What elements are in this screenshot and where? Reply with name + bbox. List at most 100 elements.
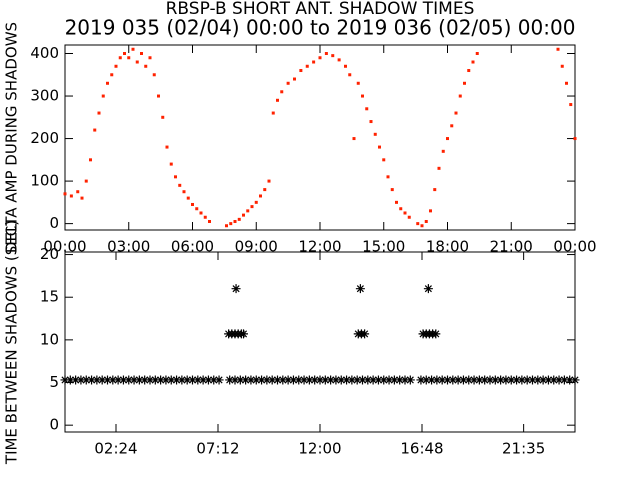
x-tick-label: 09:00 <box>235 238 278 256</box>
star-point <box>172 375 182 385</box>
star-point <box>239 329 248 339</box>
star-point <box>490 375 500 385</box>
star-point <box>310 375 320 385</box>
dot-point <box>101 94 105 98</box>
dot-point <box>565 81 568 85</box>
dot-point <box>250 205 254 209</box>
dot-point <box>433 188 437 192</box>
star-point <box>294 375 304 385</box>
dot-point <box>259 194 262 198</box>
dot-point <box>131 47 135 51</box>
dot-point <box>165 145 169 149</box>
x-tick-label: 16:48 <box>400 440 443 458</box>
y-tick-label: 20 <box>40 245 59 263</box>
dot-point <box>569 103 573 107</box>
x-tick-label: 18:00 <box>426 238 469 256</box>
star-point <box>81 375 91 385</box>
y-tick-label: 100 <box>30 172 59 190</box>
dot-point <box>80 196 84 200</box>
star-point <box>278 375 288 385</box>
dot-point <box>395 200 398 204</box>
dot-point <box>123 52 126 56</box>
y-axis-label: TIME BETWEEN SHADOWS (SEC) <box>3 220 21 465</box>
dot-point <box>271 111 275 115</box>
dot-point <box>429 209 432 213</box>
dot-point <box>110 73 114 77</box>
star-point <box>453 375 463 385</box>
dot-point <box>135 60 139 64</box>
star-point <box>517 375 527 385</box>
star-point <box>352 375 362 385</box>
dot-point <box>420 224 424 228</box>
star-point <box>140 375 150 385</box>
star-point <box>506 375 516 385</box>
x-tick-label: 21:35 <box>502 440 545 458</box>
star-point <box>214 375 224 385</box>
star-point <box>358 375 367 385</box>
star-point <box>342 375 352 385</box>
dot-point <box>174 175 177 179</box>
star-point <box>347 375 357 385</box>
dot-point <box>118 56 122 60</box>
dot-point <box>76 190 80 194</box>
dot-point <box>225 224 228 228</box>
star-point <box>533 375 543 385</box>
star-point <box>113 375 123 385</box>
star-point <box>363 375 373 385</box>
dot-point <box>84 179 88 183</box>
dot-point <box>378 145 381 149</box>
dot-point <box>144 64 148 68</box>
star-point <box>97 375 107 385</box>
star-point <box>76 375 86 385</box>
star-point <box>437 375 447 385</box>
dot-point <box>467 69 471 73</box>
star-point <box>145 375 155 385</box>
dot-point <box>369 120 373 124</box>
star-point <box>235 375 245 385</box>
dot-point <box>169 162 173 166</box>
dot-point <box>161 115 165 119</box>
star-point <box>538 375 548 385</box>
star-point <box>480 375 490 385</box>
star-point <box>501 375 511 385</box>
star-point <box>299 375 309 385</box>
dot-point <box>365 107 369 111</box>
y-tick-label: 300 <box>30 87 59 105</box>
dot-point <box>293 77 296 81</box>
dot-point <box>573 137 577 141</box>
star-point <box>288 375 298 385</box>
star-point <box>355 284 365 294</box>
star-point <box>416 375 426 385</box>
star-point <box>315 375 325 385</box>
dot-point <box>267 179 271 183</box>
chart-title: RBSP-B SHORT ANT. SHADOW TIMES <box>166 0 475 19</box>
star-point <box>241 375 251 385</box>
x-tick-label: 12:00 <box>298 440 341 458</box>
star-point <box>304 375 314 385</box>
dot-point <box>199 211 203 215</box>
dot-point <box>556 47 560 51</box>
star-point <box>496 375 506 385</box>
star-point <box>528 375 537 385</box>
star-point <box>283 375 293 385</box>
star-point <box>246 375 256 385</box>
x-tick-label: 06:00 <box>171 238 214 256</box>
star-point <box>129 375 139 385</box>
star-point <box>326 375 336 385</box>
y-tick-label: 10 <box>40 330 59 348</box>
star-point <box>108 375 118 385</box>
x-tick-label: 00:00 <box>553 238 596 256</box>
dot-point <box>458 94 462 98</box>
star-point <box>273 375 282 385</box>
star-point <box>368 375 378 385</box>
star-point <box>469 375 479 385</box>
star-point <box>251 375 261 385</box>
star-point <box>331 375 341 385</box>
star-point <box>257 375 267 385</box>
star-point <box>554 375 564 385</box>
dot-point <box>89 158 92 162</box>
dot-point <box>337 58 341 62</box>
